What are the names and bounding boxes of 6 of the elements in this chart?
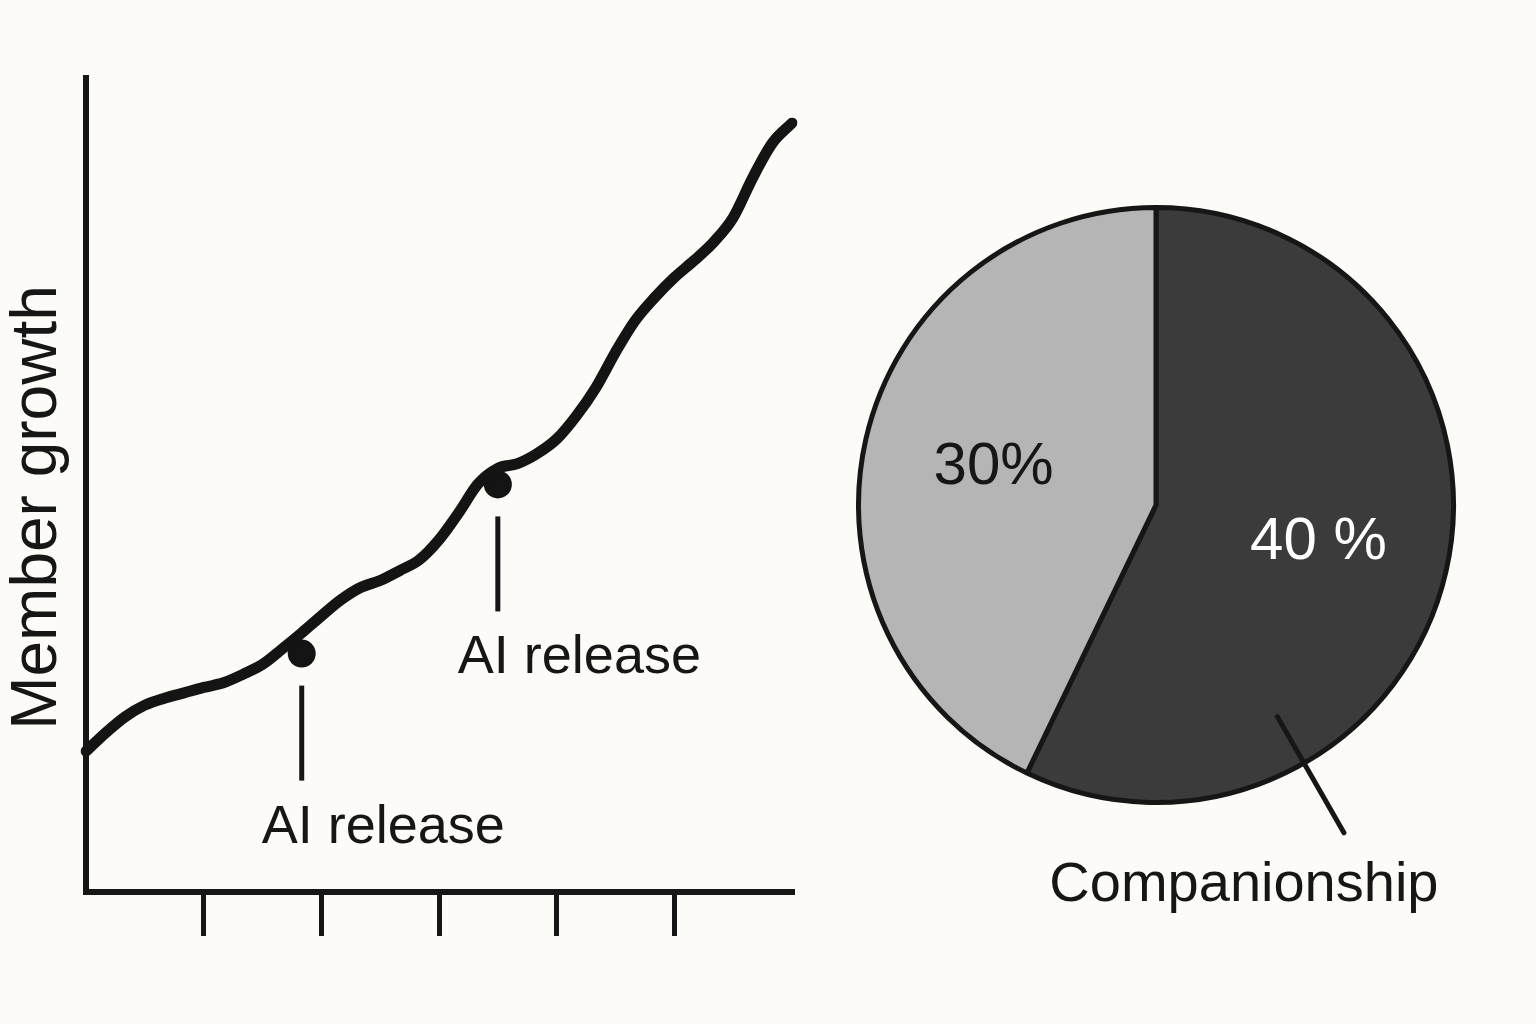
annotation: AI release xyxy=(261,793,505,854)
slice-label: Companionship xyxy=(1049,849,1439,913)
annotation: AI release xyxy=(457,624,701,685)
data-label: 40 % xyxy=(1250,504,1387,572)
data-label: 30% xyxy=(933,430,1054,498)
y-axis-title: Member growth xyxy=(0,285,70,730)
